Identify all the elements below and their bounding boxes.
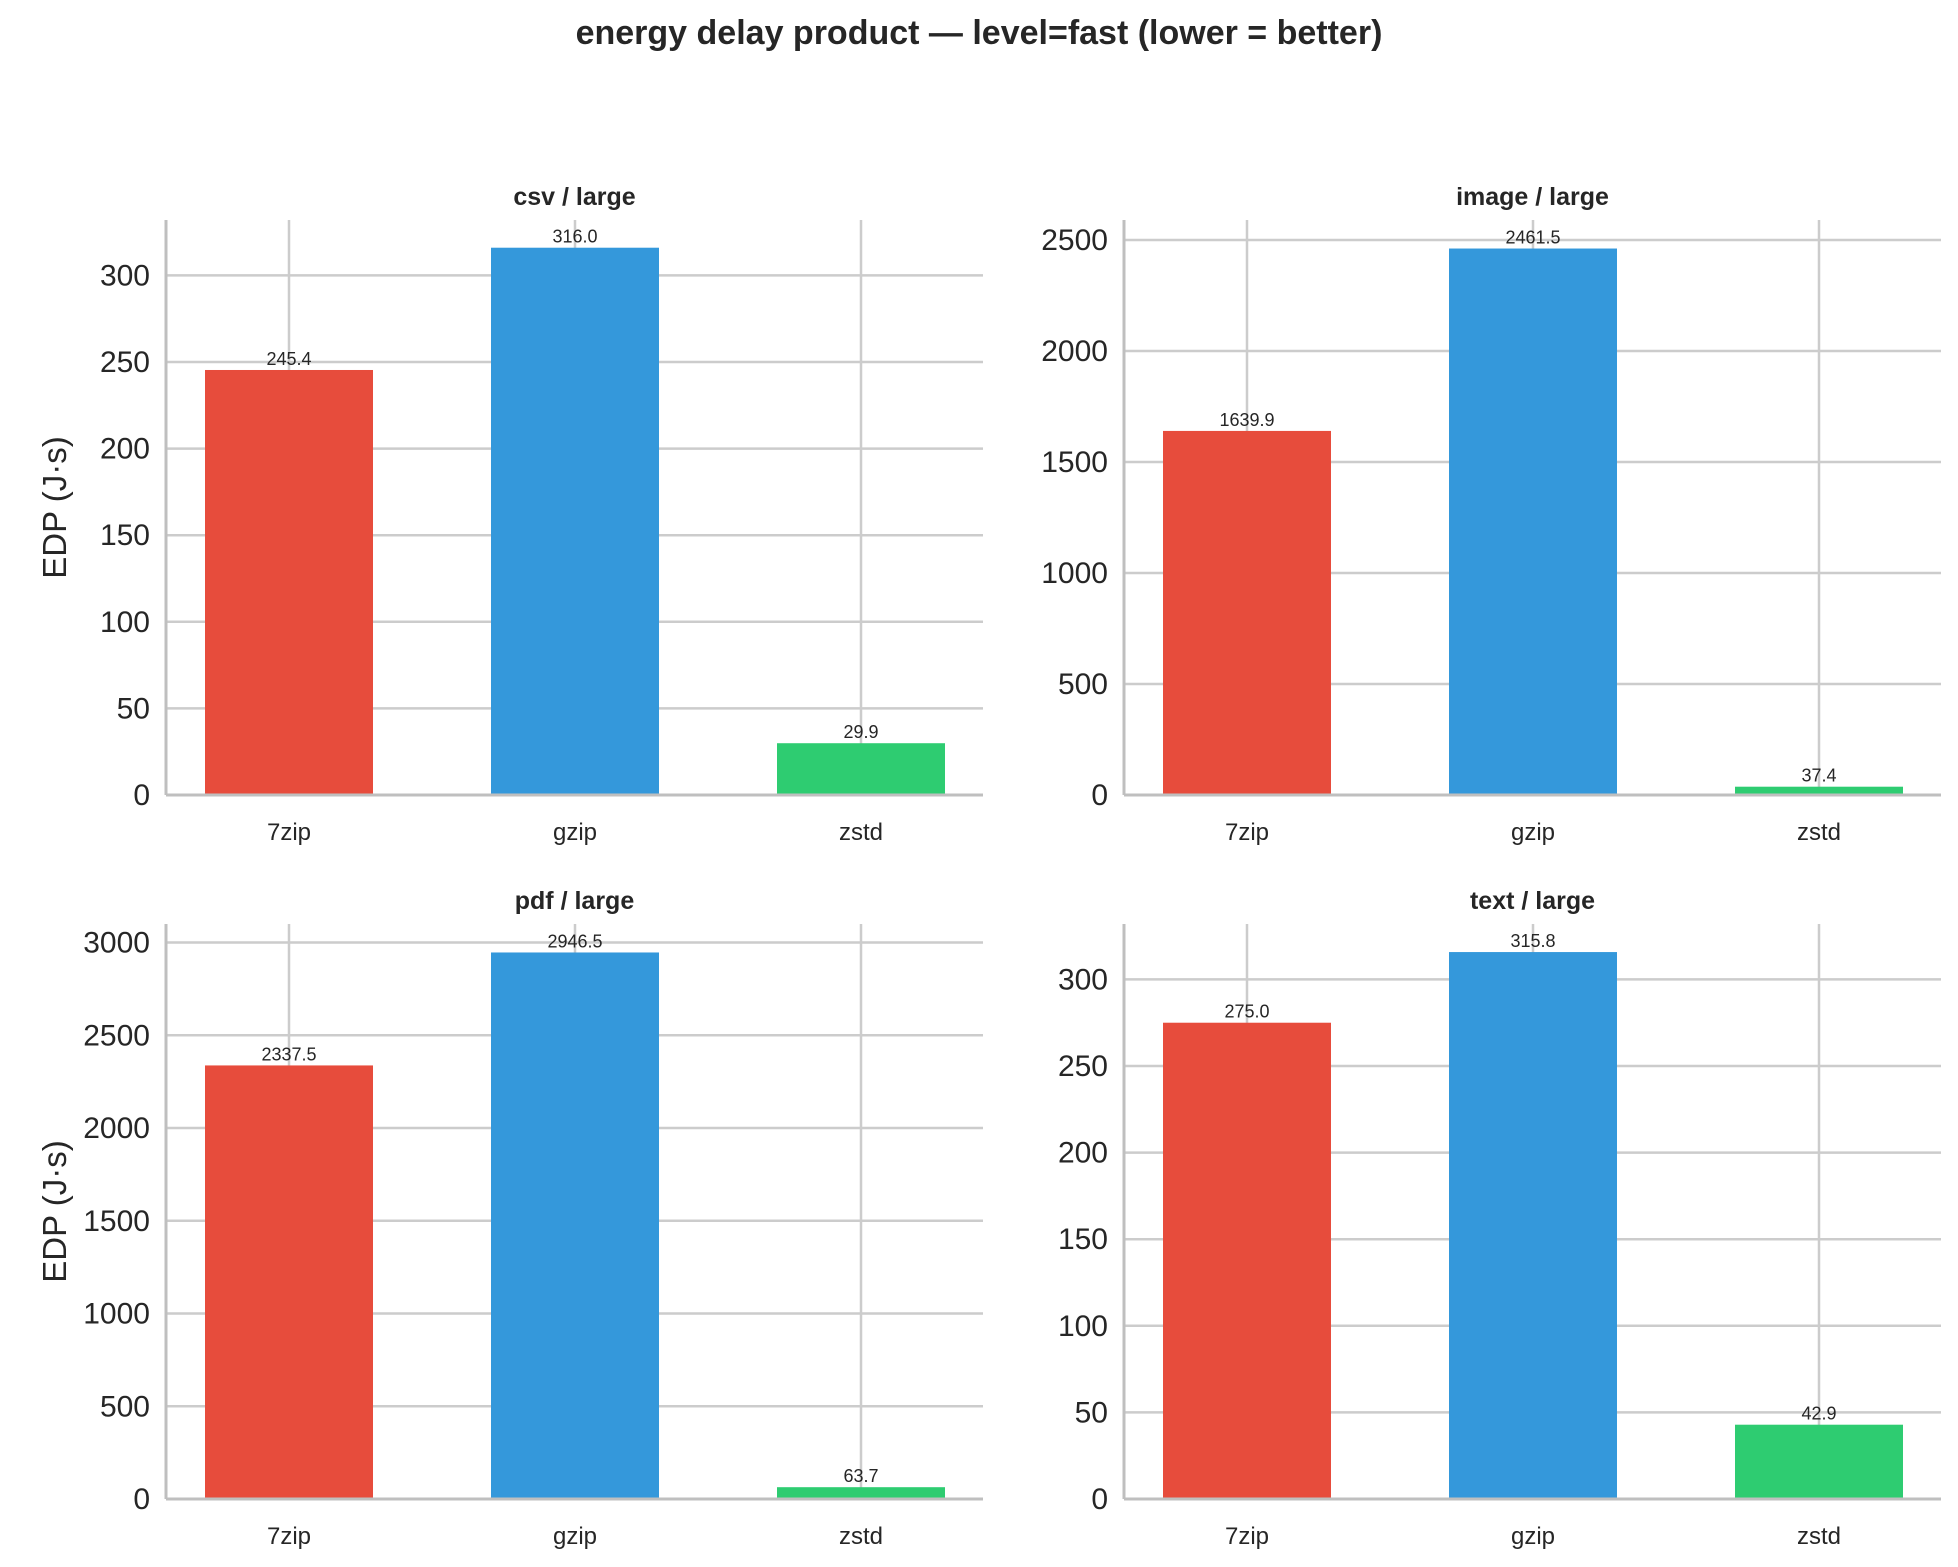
bar-7zip (205, 1065, 373, 1499)
value-label: 37.4 (1801, 766, 1836, 786)
x-tick-label: gzip (1511, 1523, 1555, 1550)
bar-zstd (777, 743, 945, 795)
x-tick-label: gzip (553, 1523, 597, 1550)
y-tick-label: 2000 (1041, 335, 1108, 368)
x-tick-label: zstd (1797, 1523, 1841, 1550)
y-axis-label: EDP (J·s) (36, 436, 73, 578)
y-tick-label: 200 (1058, 1137, 1108, 1170)
panel-title: image / large (1456, 183, 1609, 211)
value-label: 63.7 (843, 1466, 878, 1486)
panel-0: 0 50 100 150 200 250 300 245.4 7zip 316.0 gzip 29.9… (36, 183, 983, 846)
y-tick-label: 250 (1058, 1050, 1108, 1083)
y-tick-label: 100 (100, 606, 150, 639)
panel-title: csv / large (513, 183, 635, 211)
value-label: 42.9 (1801, 1404, 1836, 1424)
bar-gzip (1449, 248, 1617, 796)
x-tick-label: gzip (553, 819, 597, 846)
y-tick-label: 0 (1091, 779, 1108, 812)
y-tick-label: 200 (100, 433, 150, 466)
value-label: 29.9 (843, 722, 878, 742)
panel-title: pdf / large (515, 887, 635, 915)
panel-2: 0 500 1000 1500 2000 2500 3000 2337.5 7zip 2946.5… (36, 887, 983, 1550)
figure-title: energy delay product — level=fast (lower… (575, 14, 1383, 52)
panel-3: 0 50 100 150 200 250 300 275.0 7zip 315.8 gzip 42.9… (1058, 887, 1941, 1550)
y-tick-label: 300 (1058, 963, 1108, 996)
bar-zstd (777, 1487, 945, 1499)
y-tick-label: 1500 (83, 1205, 150, 1238)
y-tick-label: 150 (100, 519, 150, 552)
y-tick-label: 1000 (83, 1298, 150, 1331)
y-tick-label: 500 (1058, 668, 1108, 701)
y-tick-label: 300 (100, 259, 150, 292)
value-label: 275.0 (1224, 1002, 1269, 1022)
bar-zstd (1735, 1424, 1903, 1499)
value-label: 245.4 (266, 349, 311, 369)
y-tick-label: 1500 (1041, 446, 1108, 479)
x-tick-label: zstd (839, 819, 883, 846)
bar-7zip (1163, 430, 1331, 795)
y-tick-label: 50 (117, 692, 150, 725)
value-label: 2946.5 (547, 931, 602, 951)
value-label: 2337.5 (261, 1044, 316, 1064)
value-label: 316.0 (552, 227, 597, 247)
y-tick-label: 0 (133, 1483, 150, 1516)
bar-gzip (1449, 952, 1617, 1499)
value-label: 2461.5 (1505, 228, 1560, 248)
y-tick-label: 100 (1058, 1310, 1108, 1343)
y-tick-label: 1000 (1041, 557, 1108, 590)
value-label: 315.8 (1510, 931, 1555, 951)
panel-1: 0 500 1000 1500 2000 2500 1639.9 7zip 2461.5 gzip… (1041, 183, 1941, 846)
bar-gzip (491, 247, 659, 796)
value-label: 1639.9 (1219, 410, 1274, 430)
x-tick-label: 7zip (267, 819, 311, 846)
bar-zstd (1735, 786, 1903, 795)
y-tick-label: 150 (1058, 1223, 1108, 1256)
x-tick-label: 7zip (1225, 1523, 1269, 1550)
bar-7zip (205, 369, 373, 795)
x-tick-label: zstd (839, 1523, 883, 1550)
y-tick-label: 2500 (83, 1019, 150, 1052)
y-tick-label: 3000 (83, 927, 150, 960)
y-tick-label: 250 (100, 346, 150, 379)
y-tick-label: 0 (1091, 1483, 1108, 1516)
x-tick-label: gzip (1511, 819, 1555, 846)
y-tick-label: 2500 (1041, 224, 1108, 257)
x-tick-label: zstd (1797, 819, 1841, 846)
panel-title: text / large (1470, 887, 1595, 915)
x-tick-label: 7zip (267, 1523, 311, 1550)
bar-7zip (1163, 1022, 1331, 1499)
y-axis-label: EDP (J·s) (36, 1140, 73, 1282)
y-tick-label: 0 (133, 779, 150, 812)
y-tick-label: 500 (100, 1390, 150, 1423)
y-tick-label: 2000 (83, 1112, 150, 1145)
y-tick-label: 50 (1075, 1396, 1108, 1429)
bar-gzip (491, 952, 659, 1499)
x-tick-label: 7zip (1225, 819, 1269, 846)
